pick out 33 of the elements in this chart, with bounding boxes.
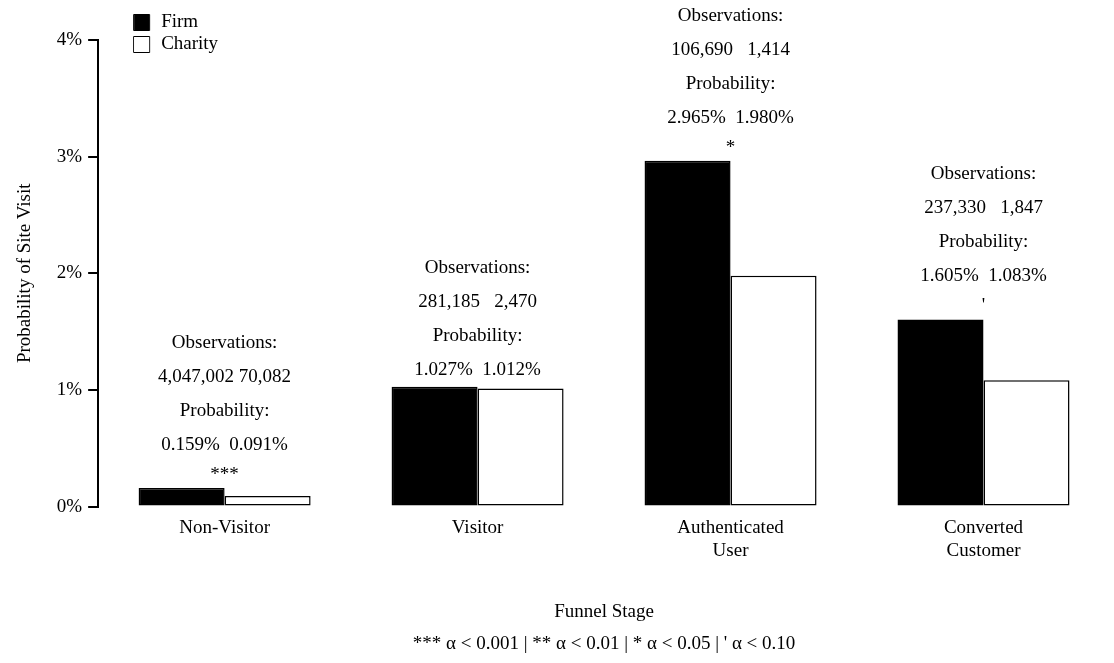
annotation: Observations: — [930, 162, 1037, 184]
annotation: *** — [210, 463, 239, 485]
y-tick-label: 0% — [56, 494, 83, 516]
text: *** α < 0.001 | ** α < 0.01 | * α < 0.05 | ' α < 0.10 — [412, 632, 796, 653]
x-tick-label: Non-Visitor — [179, 515, 271, 537]
annotation: 0.159% 0.091% — [161, 433, 289, 455]
legend-label: Charity — [161, 31, 219, 53]
annotation: Probability: — [685, 71, 776, 93]
annotation: 1.027% 1.012% — [414, 357, 542, 379]
annotation: 2.965% 1.980% — [667, 105, 795, 127]
y-tick-label: 3% — [56, 144, 83, 166]
annotation: Probability: — [938, 230, 1029, 252]
annotation: 281,185 2,470 — [418, 289, 537, 311]
y-axis-title: Probability of Site Visit — [13, 182, 35, 364]
annotation: 106,690 1,414 — [671, 37, 791, 59]
annotation: * — [725, 135, 736, 157]
annotation: Probability: — [432, 323, 523, 345]
annotation: Observations: — [171, 331, 278, 353]
annotation: Probability: — [179, 399, 270, 421]
x-tick-label: Visitor — [451, 515, 505, 537]
annotation: 1.605% 1.083% — [920, 264, 1048, 286]
annotation: Observations: — [424, 255, 531, 277]
annotation: 237,330 1,847 — [924, 196, 1043, 218]
text: Observations: — [677, 3, 784, 25]
legend-label: Firm — [161, 9, 199, 31]
x-tick-label: Converted Customer — [943, 515, 1024, 560]
annotation: 4,047,002 70,082 — [158, 365, 292, 387]
x-axis-title: Funnel Stage — [554, 599, 654, 621]
y-tick-label: 1% — [56, 377, 83, 399]
y-tick-label: 2% — [56, 261, 83, 283]
y-tick-label: 4% — [56, 27, 83, 49]
x-tick-label: Authenticated User — [677, 515, 785, 560]
annotation: ' — [981, 294, 986, 316]
